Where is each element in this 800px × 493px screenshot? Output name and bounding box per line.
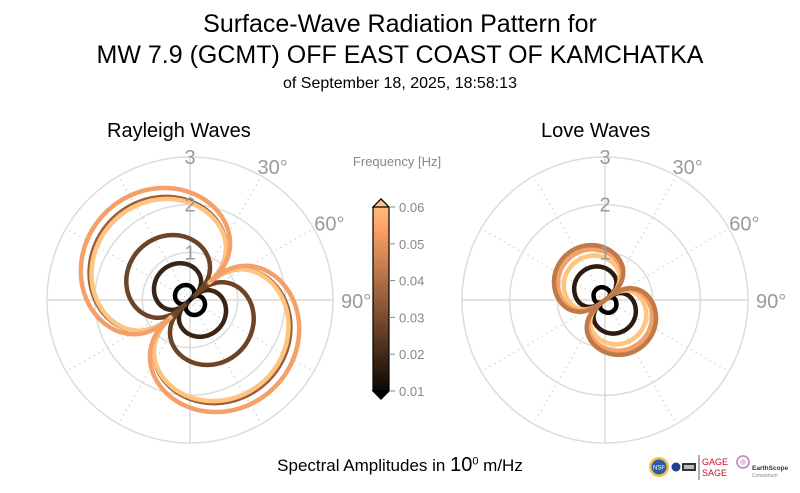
- radial-tick-label: 2: [184, 195, 195, 217]
- love-title: Love Waves: [541, 120, 651, 142]
- rayleigh-series-0.06: [89, 196, 291, 404]
- radial-tick-label: 1: [184, 242, 195, 264]
- earthscope-logo-icon: [736, 455, 750, 469]
- consortium-logo-text: Consortium: [752, 473, 778, 479]
- rayleigh-series-0.03: [124, 232, 256, 368]
- colorbar-tick-label: 0.02: [399, 347, 424, 362]
- grid-spoke: [604, 175, 678, 301]
- angle-tick-label: 30°: [673, 157, 703, 179]
- colorbar-extend-bottom: [371, 390, 391, 400]
- colorbar-label: Frequency [Hz]: [353, 154, 441, 169]
- grid-ring: [141, 251, 239, 349]
- usgs-logo-icon: [682, 463, 696, 471]
- angle-tick-label: 90°: [756, 291, 786, 313]
- colorbar-extend-top: [371, 198, 391, 208]
- frequency-colorbar: 0.01 0.02 0.03 0.04 0.05 0.06 Frequency [Hz]: [353, 154, 441, 400]
- radial-tick-label: 3: [184, 147, 195, 169]
- colorbar-tick-label: 0.01: [399, 384, 424, 399]
- colorbar-tick-label: 0.05: [399, 237, 424, 252]
- radial-tick-label: 1: [599, 242, 610, 264]
- grid-spoke: [604, 299, 730, 373]
- angle-tick-label: 60°: [314, 214, 344, 236]
- title-line-2: MW 7.9 (GCMT) OFF EAST COAST OF KAMCHATK…: [96, 41, 704, 69]
- rayleigh-series-0.05: [78, 185, 302, 415]
- grid-spoke: [532, 175, 606, 301]
- angle-tick-label: 90°: [341, 291, 371, 313]
- angle-tick-label: 60°: [729, 214, 759, 236]
- radial-tick-label: 2: [599, 195, 610, 217]
- gage-logo-text: GAGE: [702, 457, 728, 467]
- caption-unit: m/Hz: [478, 456, 523, 475]
- grid-spoke: [532, 299, 606, 425]
- grid-ring: [46, 156, 334, 444]
- nasa-logo-icon: [671, 462, 681, 472]
- colorbar-tick-label: 0.04: [399, 274, 424, 289]
- colorbar-bar: [372, 198, 390, 400]
- love-polar-plot: 1 2 3 30° 60° 90°: [461, 147, 786, 444]
- caption-base: 10: [450, 454, 473, 476]
- svg-text:NSF: NSF: [653, 466, 665, 472]
- rayleigh-polar-plot: 1 2 3 30° 60° 90°: [46, 147, 371, 444]
- grid-spoke: [480, 227, 606, 301]
- love-series-0.04: [551, 242, 659, 358]
- radial-tick-label: 3: [599, 147, 610, 169]
- rayleigh-title: Rayleigh Waves: [107, 120, 251, 142]
- angle-tick-label: 30°: [258, 157, 288, 179]
- grid-ring: [461, 156, 749, 444]
- amplitude-caption: Spectral Amplitudes in 100 m/Hz: [0, 454, 800, 477]
- sponsor-logos: NSF GAGE SAGE EarthScope Consortium: [649, 455, 789, 480]
- sage-logo-text: SAGE: [702, 468, 727, 478]
- colorbar-tick-label: 0.03: [399, 310, 424, 325]
- caption-exponent: 0: [472, 455, 479, 468]
- title-line-3: of September 18, 2025, 18:58:13: [283, 75, 517, 92]
- rayleigh-series-0.02: [151, 260, 229, 340]
- title-line-1: Surface-Wave Radiation Pattern for: [203, 10, 597, 38]
- grid-spoke: [604, 299, 678, 425]
- nsf-logo-icon: NSF: [649, 457, 669, 477]
- caption-prefix: Spectral Amplitudes in: [277, 456, 451, 475]
- grid-ring: [508, 203, 702, 397]
- earthscope-logo-text: EarthScope: [752, 465, 789, 472]
- colorbar-tick-label: 0.06: [399, 200, 424, 215]
- grid-spoke: [480, 299, 606, 373]
